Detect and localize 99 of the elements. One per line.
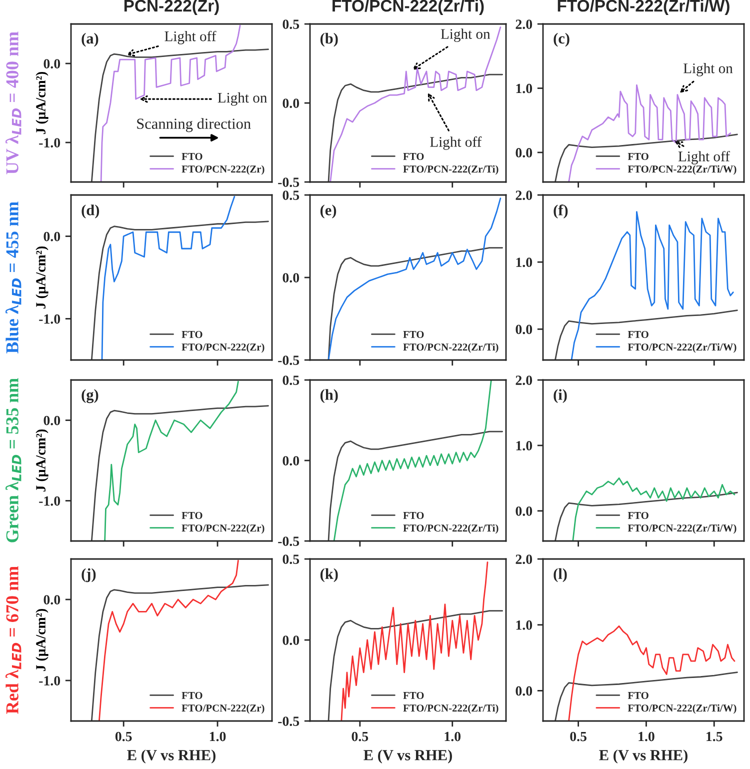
x-tick-label: 1.0 — [638, 732, 654, 742]
legend-label: FTO/PCN-222(Zr/Ti/W) — [628, 524, 736, 534]
x-axis-title: E (V vs RHE) — [127, 750, 216, 764]
line-series — [328, 610, 503, 721]
legend-label: FTO/PCN-222(Zr/Ti) — [403, 524, 498, 534]
legend-label: FTO/PCN-222(Zr) — [182, 343, 264, 353]
annotation: (l) — [554, 568, 567, 582]
annotation: Light off — [678, 150, 730, 164]
legend-label: FTO — [628, 512, 648, 519]
y-tick-label: -0.5 — [278, 536, 300, 546]
legend-label: FTO/PCN-222(Zr) — [182, 165, 264, 175]
y-tick-label: 2.0 — [516, 554, 532, 564]
y-tick-label: 0.0 — [516, 148, 532, 158]
line-series — [328, 247, 503, 360]
annotation: Light off — [430, 136, 482, 150]
y-tick-label: 0.0 — [44, 232, 60, 242]
line-series — [90, 48, 269, 182]
y-tick-label: 2.0 — [516, 376, 532, 386]
x-axis-title: E (V vs RHE) — [364, 750, 452, 764]
annotation: Light on — [440, 28, 490, 42]
legend-label: FTO/PCN-222(Zr) — [182, 524, 264, 534]
x-tick-label: 0.5 — [352, 732, 368, 742]
annotation: (e) — [320, 204, 336, 218]
legend-label: FTO — [628, 330, 648, 338]
annotation: Light on — [218, 92, 267, 106]
y-tick-label: 0.0 — [282, 456, 300, 466]
legend-label: FTO — [182, 152, 202, 160]
y-tick-label: 2.0 — [516, 190, 532, 200]
line-series — [90, 220, 269, 360]
legend-label: FTO/PCN-222(Zr/Ti) — [403, 165, 498, 175]
line-series — [90, 584, 269, 721]
line-series — [328, 430, 503, 541]
annotation: (h) — [320, 389, 338, 404]
legend-label: FTO/PCN-222(Zr) — [182, 704, 264, 714]
legend-label: FTO — [403, 152, 424, 160]
legend-label: FTO — [182, 512, 202, 519]
y-tick-label: 1.0 — [516, 258, 532, 268]
legend-label: FTO/PCN-222(Zr/Ti/W) — [628, 343, 736, 353]
y-tick-label: 0.0 — [516, 506, 532, 516]
y-tick-label: -0.5 — [278, 356, 300, 366]
annotation: (b) — [320, 32, 338, 47]
y-tick-label: 0.0 — [282, 636, 300, 646]
y-tick-label: -1.0 — [39, 314, 60, 324]
line-series — [554, 492, 738, 541]
y-tick-label: -1.0 — [39, 138, 60, 148]
y-tick-label: 0.0 — [516, 324, 532, 334]
legend-label: FTO — [403, 692, 424, 699]
y-tick-label: 0.0 — [516, 686, 532, 696]
legend-label: FTO — [628, 692, 648, 699]
annotation: (d) — [82, 204, 100, 218]
annotation: (k) — [320, 568, 338, 582]
y-tick-label: -1.0 — [39, 676, 60, 686]
y-tick-label: 0.5 — [282, 376, 300, 386]
legend-label: FTO — [403, 330, 424, 338]
line-series — [572, 477, 736, 541]
annotation: (f) — [554, 204, 568, 219]
annotation: Scanning direction — [137, 118, 251, 132]
line-series — [554, 672, 738, 721]
y-tick-label: 0.5 — [282, 20, 300, 30]
line-series — [568, 625, 736, 721]
y-tick-label: 1.0 — [516, 441, 532, 450]
x-tick-label: 0.5 — [570, 732, 586, 742]
line-series — [328, 74, 503, 182]
y-tick-label: 0.0 — [44, 59, 60, 69]
line-series — [90, 405, 269, 541]
y-tick-label: 0.0 — [282, 98, 300, 108]
annotation: Light on — [684, 63, 733, 76]
annotation: Light off — [164, 30, 216, 44]
x-tick-label: 1.5 — [706, 732, 722, 742]
legend-label: FTO — [182, 692, 202, 699]
legend-label: FTO/PCN-222(Zr/Ti/W) — [628, 165, 736, 175]
legend-label: FTO — [403, 512, 424, 519]
y-tick-label: -0.5 — [278, 178, 300, 188]
y-tick-label: 1.0 — [516, 84, 532, 94]
annotation: (j) — [82, 568, 96, 582]
x-tick-label: 1.0 — [444, 732, 461, 742]
legend-label: FTO — [628, 152, 648, 160]
y-tick-label: -1.0 — [39, 496, 60, 506]
legend-label: FTO/PCN-222(Zr/Ti) — [403, 343, 498, 353]
y-tick-label: 0.5 — [282, 554, 300, 564]
y-tick-label: 0.0 — [44, 595, 60, 605]
legend-label: FTO/PCN-222(Zr/Ti/W) — [628, 704, 736, 714]
x-tick-label: 1.0 — [210, 732, 226, 742]
legend-label: FTO — [182, 330, 202, 338]
y-tick-label: 2.0 — [516, 20, 532, 30]
line-series — [554, 134, 738, 182]
y-tick-label: -0.5 — [278, 716, 300, 726]
y-tick-label: 0.0 — [282, 273, 300, 283]
y-tick-label: 0.0 — [44, 416, 60, 426]
x-tick-label: 0.5 — [115, 732, 132, 742]
annotation: (a) — [82, 32, 98, 47]
annotation: (i) — [554, 389, 567, 404]
y-tick-label: 0.5 — [282, 190, 300, 200]
line-series — [554, 310, 738, 360]
annotation: (c) — [554, 32, 570, 47]
legend-label: FTO/PCN-222(Zr/Ti) — [403, 704, 498, 714]
x-axis-title: E (V vs RHE) — [599, 750, 688, 764]
y-tick-label: 1.0 — [516, 620, 532, 630]
annotation: (g) — [82, 389, 98, 404]
